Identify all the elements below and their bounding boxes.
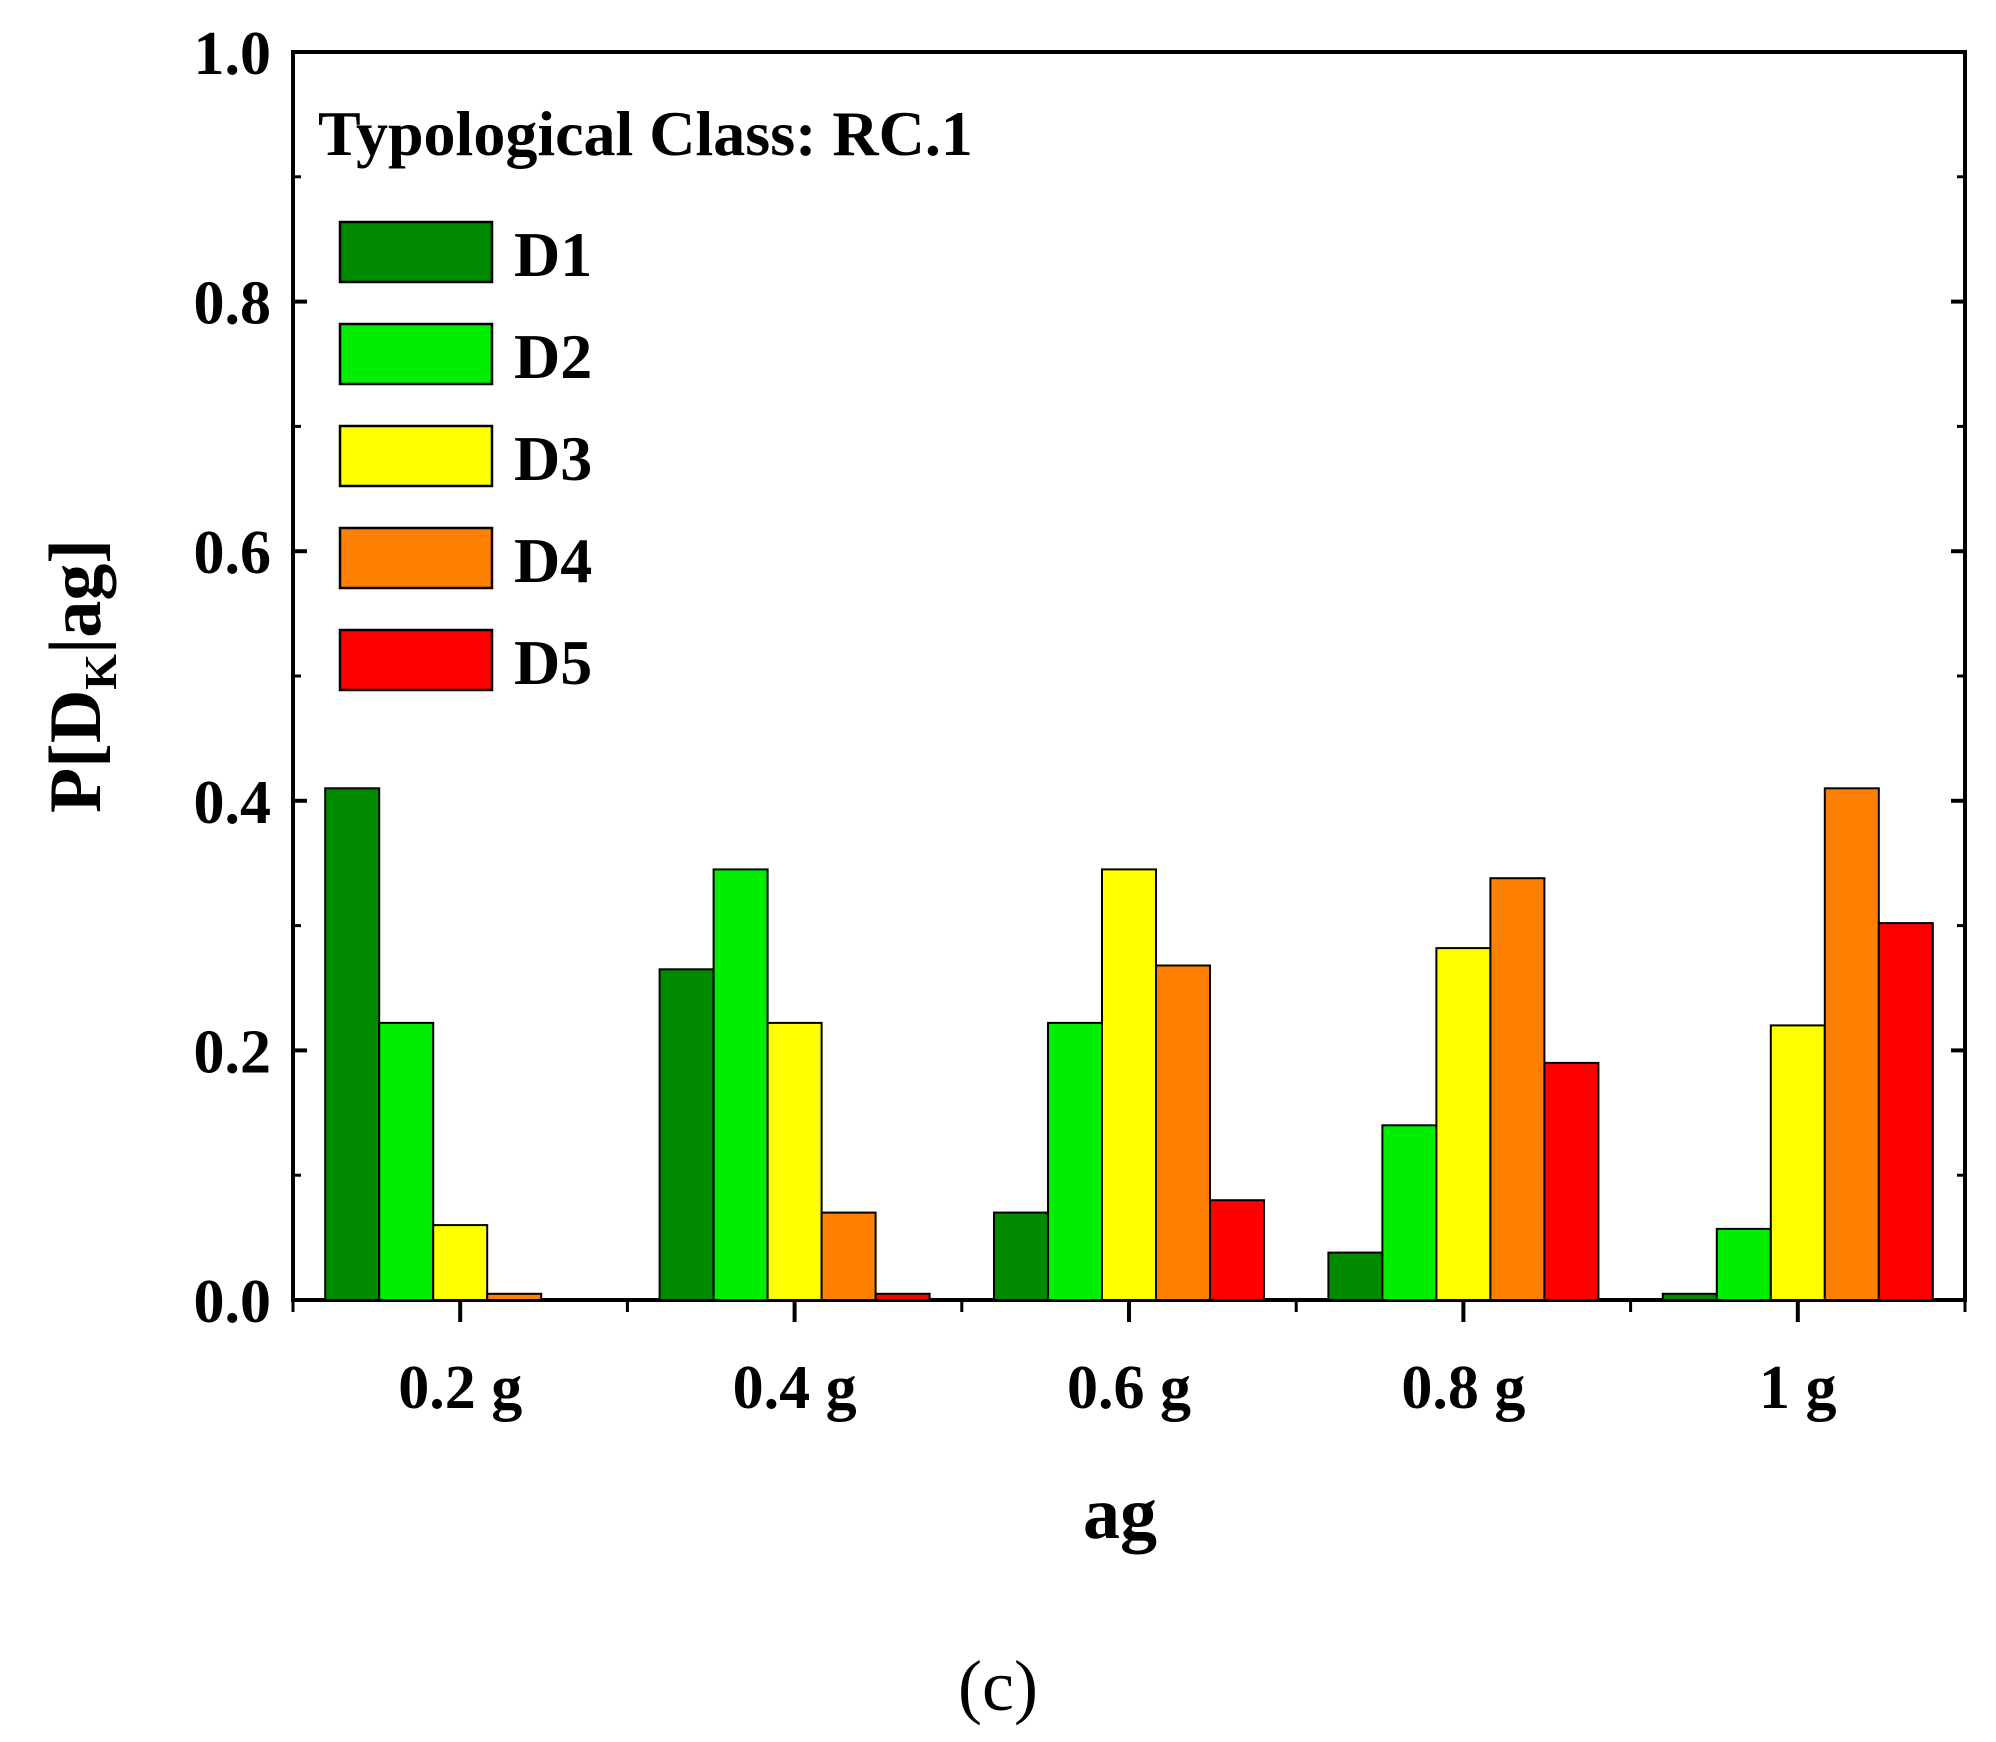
bar-d2-1 (378, 1021, 435, 1302)
y-axis-label: P[DK|ag] (35, 539, 126, 813)
y-axis-label-tail: |ag] (35, 539, 117, 654)
bar-d3-1 (432, 1224, 489, 1301)
bar-d4-4 (1489, 877, 1546, 1301)
bar-d5-2 (874, 1292, 931, 1302)
y-tick-label: 1.0 (194, 20, 272, 88)
bar-d1-2 (658, 968, 715, 1301)
legend-swatch-d2 (338, 322, 494, 386)
y-tick-label: 0.6 (194, 519, 272, 587)
chart-annotation: Typological Class: RC.1 (318, 98, 973, 169)
legend-swatch-d3 (338, 424, 494, 488)
bar-d1-4 (1327, 1251, 1384, 1301)
legend-swatch-d5 (338, 628, 494, 692)
x-tick-label: 0.8 g (1401, 1354, 1525, 1422)
y-tick-label: 0.8 (194, 270, 272, 338)
legend-label-d5: D5 (514, 627, 592, 698)
bar-d3-2 (766, 1021, 823, 1302)
bar-d4-5 (1823, 787, 1880, 1301)
legend-swatch-d1 (338, 220, 494, 284)
legend-label-d2: D2 (514, 321, 592, 392)
bar-d5-4 (1543, 1061, 1600, 1302)
panel-label: (c) (958, 1646, 1038, 1726)
bar-d2-4 (1381, 1124, 1438, 1302)
y-tick-label: 0.0 (194, 1268, 272, 1336)
bars-layer (324, 787, 1934, 1302)
bar-d3-4 (1435, 947, 1492, 1301)
x-tick-label: 0.4 g (733, 1354, 857, 1422)
bar-d4-3 (1155, 964, 1211, 1301)
bar-d2-5 (1715, 1227, 1772, 1302)
bar-d2-3 (1047, 1021, 1103, 1302)
bar-d1-3 (993, 1211, 1049, 1301)
legend-label-d4: D4 (514, 525, 592, 596)
legend-label-d3: D3 (514, 423, 592, 494)
legend-label-d1: D1 (514, 219, 592, 290)
bar-d1-1 (324, 787, 381, 1301)
ticks-layer: 0.0 0.2 0.4 0.6 0.8 1.0 0.2 g 0.4 g 0.6 g 0.8 g 1 … (194, 20, 1967, 1422)
y-tick-label: 0.4 (194, 769, 272, 837)
y-axis-label-main: P[D (35, 690, 117, 813)
bar-d5-3 (1209, 1199, 1265, 1301)
x-axis-label: ag (1083, 1473, 1157, 1555)
bar-d3-3 (1101, 868, 1157, 1302)
bar-d3-5 (1769, 1024, 1826, 1302)
x-tick-label: 0.2 g (398, 1354, 522, 1422)
bar-d2-2 (712, 868, 769, 1302)
y-tick-label: 0.2 (194, 1018, 272, 1086)
y-axis-label-subscript: K (75, 654, 126, 690)
legend-swatch-d4 (338, 526, 494, 590)
y-axis-label-group: P[DK|ag] (35, 539, 126, 813)
bar-d4-1 (486, 1292, 543, 1302)
bar-d4-2 (820, 1211, 877, 1301)
x-tick-label: 1 g (1759, 1354, 1837, 1422)
bar-d1-5 (1661, 1292, 1718, 1302)
x-tick-label: 0.6 g (1067, 1354, 1191, 1422)
legend: D1 D2 D3 D4 D5 (338, 219, 592, 698)
bar-d5-5 (1877, 922, 1934, 1301)
